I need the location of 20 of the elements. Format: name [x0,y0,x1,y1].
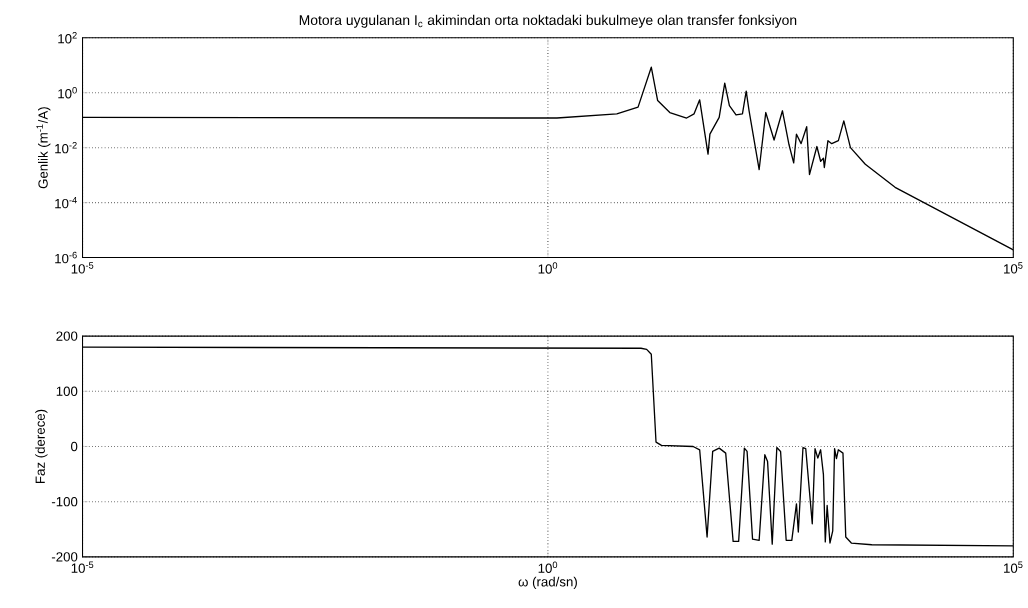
y-tick-label: 0 [71,442,78,452]
y-tick-label: 10$^{2}$ [58,32,77,44]
x-axis-title: ω (rad/sn) [518,576,577,590]
x-tick-label: 10$^{0}$ [538,262,558,274]
x-tick-label: 10$^{0}$ [538,561,558,574]
x-tick-label: 10$^{-5}$ [71,262,94,274]
y-tick-label: 10$^{0}$ [58,87,77,99]
y-tick-label: 100 [56,386,78,397]
y-axis-title: Faz (derece) [35,409,48,484]
y-tick-label: 10$^{-6}$ [55,252,77,264]
x-tick-label: 10$^{5}$ [1004,262,1023,274]
y-tick-label: 200 [56,331,78,341]
y-axis-title: Genlik (m$^{-1}$/A) [36,107,51,189]
chart-title: Motora uygulanan I$_{c}$ akimindan orta noktadaki bukulmeye olan transfer fonksiyon [299,15,797,28]
y-tick-label: -100 [51,497,78,507]
x-tick-label: 10$^{5}$ [1004,561,1023,574]
y-tick-label: 10$^{-2}$ [55,142,77,154]
y-tick-label: -200 [51,552,78,562]
x-tick-label: 10$^{-5}$ [71,561,94,574]
y-tick-label: 10$^{-4}$ [55,197,77,209]
